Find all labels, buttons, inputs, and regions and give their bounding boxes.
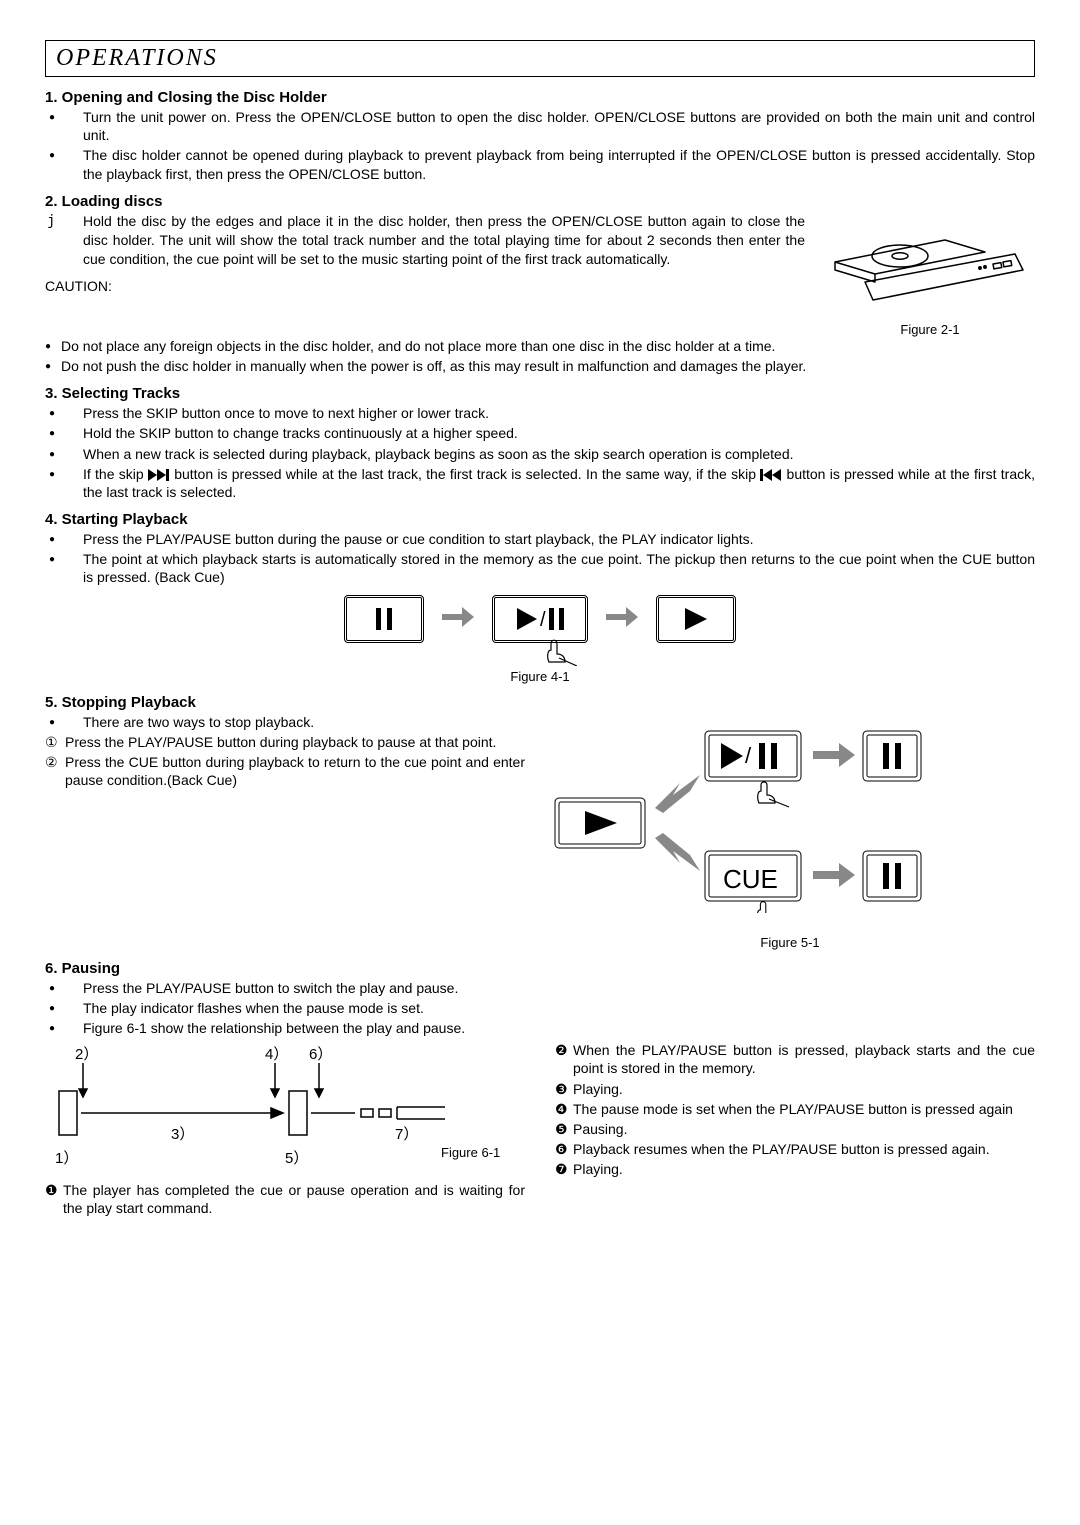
list-item: Press the PLAY/PAUSE button during the p… [83, 530, 1035, 548]
skip-forward-icon [148, 469, 170, 481]
list-item: ❷ When the PLAY/PAUSE button is pressed, … [555, 1041, 1035, 1077]
caution-label: CAUTION: [45, 278, 805, 294]
figure-4-1: / Figure 4-1 [45, 595, 1035, 684]
list-item: Figure 6-1 show the relationship between… [83, 1019, 1035, 1037]
page-title-box: OPERATIONS [45, 40, 1035, 77]
section-4-list: Press the PLAY/PAUSE button during the p… [45, 530, 1035, 587]
skip-back-icon [760, 469, 782, 481]
list-item: Turn the unit power on. Press the OPEN/C… [83, 108, 1035, 144]
list-item: The point at which playback starts is au… [83, 550, 1035, 586]
desc-text: Pausing. [573, 1121, 627, 1137]
section-3-list: Press the SKIP button once to move to ne… [45, 404, 1035, 501]
play-pause-icon: / [515, 608, 565, 630]
section-4-head: 4. Starting Playback [45, 511, 1035, 528]
pause-icon [374, 608, 394, 630]
step-text: Press the CUE button during playback to … [65, 754, 525, 788]
list-item: Do not push the disc holder in manually … [61, 357, 1035, 375]
section-5-list: There are two ways to stop playback. [45, 713, 525, 731]
pause-box [344, 595, 424, 643]
desc-mark: ❻ [555, 1140, 568, 1158]
desc-list-right: ❷ When the PLAY/PAUSE button is pressed, … [555, 1041, 1035, 1178]
section-6-head: 6. Pausing [45, 960, 1035, 977]
list-item: If the skip button is pressed while at t… [83, 465, 1035, 501]
marker-1: 1） [55, 1150, 78, 1167]
section-2-item: Hold the disc by the edges and place it … [45, 212, 805, 269]
section-6-list: Press the PLAY/PAUSE button to switch th… [45, 979, 1035, 1038]
list-item: ❶ The player has completed the cue or pau… [45, 1181, 525, 1217]
list-item: When a new track is selected during play… [83, 445, 1035, 463]
list-item: The disc holder cannot be opened during … [83, 146, 1035, 182]
marker-3: 3） [171, 1126, 194, 1143]
list-item: Hold the SKIP button to change tracks co… [83, 424, 1035, 442]
section-1-list: Turn the unit power on. Press the OPEN/C… [45, 108, 1035, 183]
caution-list: Do not place any foreign objects in the … [45, 337, 1035, 375]
playpause-box: / [492, 595, 588, 643]
marker-6: 6） [309, 1046, 332, 1063]
list-item: ❼ Playing. [555, 1160, 1035, 1178]
list-item: ② Press the CUE button during playback to… [45, 753, 525, 789]
text-part: If the skip [83, 466, 148, 482]
step-text: Press the PLAY/PAUSE button during playb… [65, 734, 496, 750]
desc-mark: ❺ [555, 1120, 568, 1138]
list-item: ❸ Playing. [555, 1080, 1035, 1098]
desc-text: The pause mode is set when the PLAY/PAUS… [573, 1101, 1013, 1117]
svg-text:/: / [540, 609, 546, 630]
figure-6-1-caption: Figure 6-1 [441, 1145, 500, 1160]
step-mark: ① [45, 733, 58, 751]
list-item: ❻ Playback resumes when the PLAY/PAUSE bu… [555, 1140, 1035, 1158]
section-2-row: Hold the disc by the edges and place it … [45, 212, 1035, 337]
desc-mark: ❹ [555, 1100, 568, 1118]
disc-holder-illustration [825, 212, 1035, 322]
section-5-head: 5. Stopping Playback [45, 694, 1035, 711]
list-item: ❹ The pause mode is set when the PLAY/PAU… [555, 1100, 1035, 1118]
desc-list-left: ❶ The player has completed the cue or pau… [45, 1181, 525, 1217]
section-2-head: 2. Loading discs [45, 193, 1035, 210]
desc-text: When the PLAY/PAUSE button is pressed, p… [573, 1042, 1035, 1076]
marker-5: 5） [285, 1150, 308, 1167]
figure-6-1-diagram: 2） 4） 6） 1） 3） 5） 7） Figure 6-1 [45, 1041, 505, 1171]
list-item: There are two ways to stop playback. [83, 713, 525, 731]
list-item: The play indicator flashes when the paus… [83, 999, 1035, 1017]
play-icon [683, 608, 709, 630]
list-item: ❺ Pausing. [555, 1120, 1035, 1138]
list-item: Press the PLAY/PAUSE button to switch th… [83, 979, 1035, 997]
desc-mark: ❼ [555, 1160, 568, 1178]
list-item: Press the SKIP button once to move to ne… [83, 404, 1035, 422]
desc-mark: ❸ [555, 1080, 568, 1098]
section-1-head: 1. Opening and Closing the Disc Holder [45, 89, 1035, 106]
text-part: button is pressed while at the last trac… [174, 466, 760, 482]
list-item: ① Press the PLAY/PAUSE button during play… [45, 733, 525, 751]
desc-mark: ❷ [555, 1041, 568, 1059]
cue-label: CUE [723, 864, 778, 894]
section-3-head: 3. Selecting Tracks [45, 385, 1035, 402]
section-5-steps: ① Press the PLAY/PAUSE button during play… [45, 733, 525, 790]
desc-text: The player has completed the cue or paus… [63, 1182, 525, 1216]
arrow-right-icon [442, 603, 474, 634]
marker-7: 7） [395, 1126, 418, 1143]
figure-5-1-caption: Figure 5-1 [545, 935, 1035, 950]
desc-mark: ❶ [45, 1181, 58, 1199]
step-mark: ② [45, 753, 58, 771]
figure-4-1-caption: Figure 4-1 [45, 669, 1035, 684]
play-box [656, 595, 736, 643]
hand-pointer-icon [543, 636, 577, 666]
desc-text: Playing. [573, 1161, 623, 1177]
desc-text: Playback resumes when the PLAY/PAUSE but… [573, 1141, 990, 1157]
list-item: Do not place any foreign objects in the … [61, 337, 1035, 355]
page-title: OPERATIONS [56, 45, 218, 71]
desc-text: Playing. [573, 1081, 623, 1097]
figure-2-1-caption: Figure 2-1 [825, 322, 1035, 337]
svg-text:/: / [745, 743, 752, 768]
figure-2-1: Figure 2-1 [825, 212, 1035, 337]
marker-4: 4） [265, 1046, 288, 1063]
figure-5-1: / CUE [545, 713, 1035, 950]
marker-2: 2） [75, 1046, 98, 1063]
arrow-right-icon [606, 603, 638, 634]
